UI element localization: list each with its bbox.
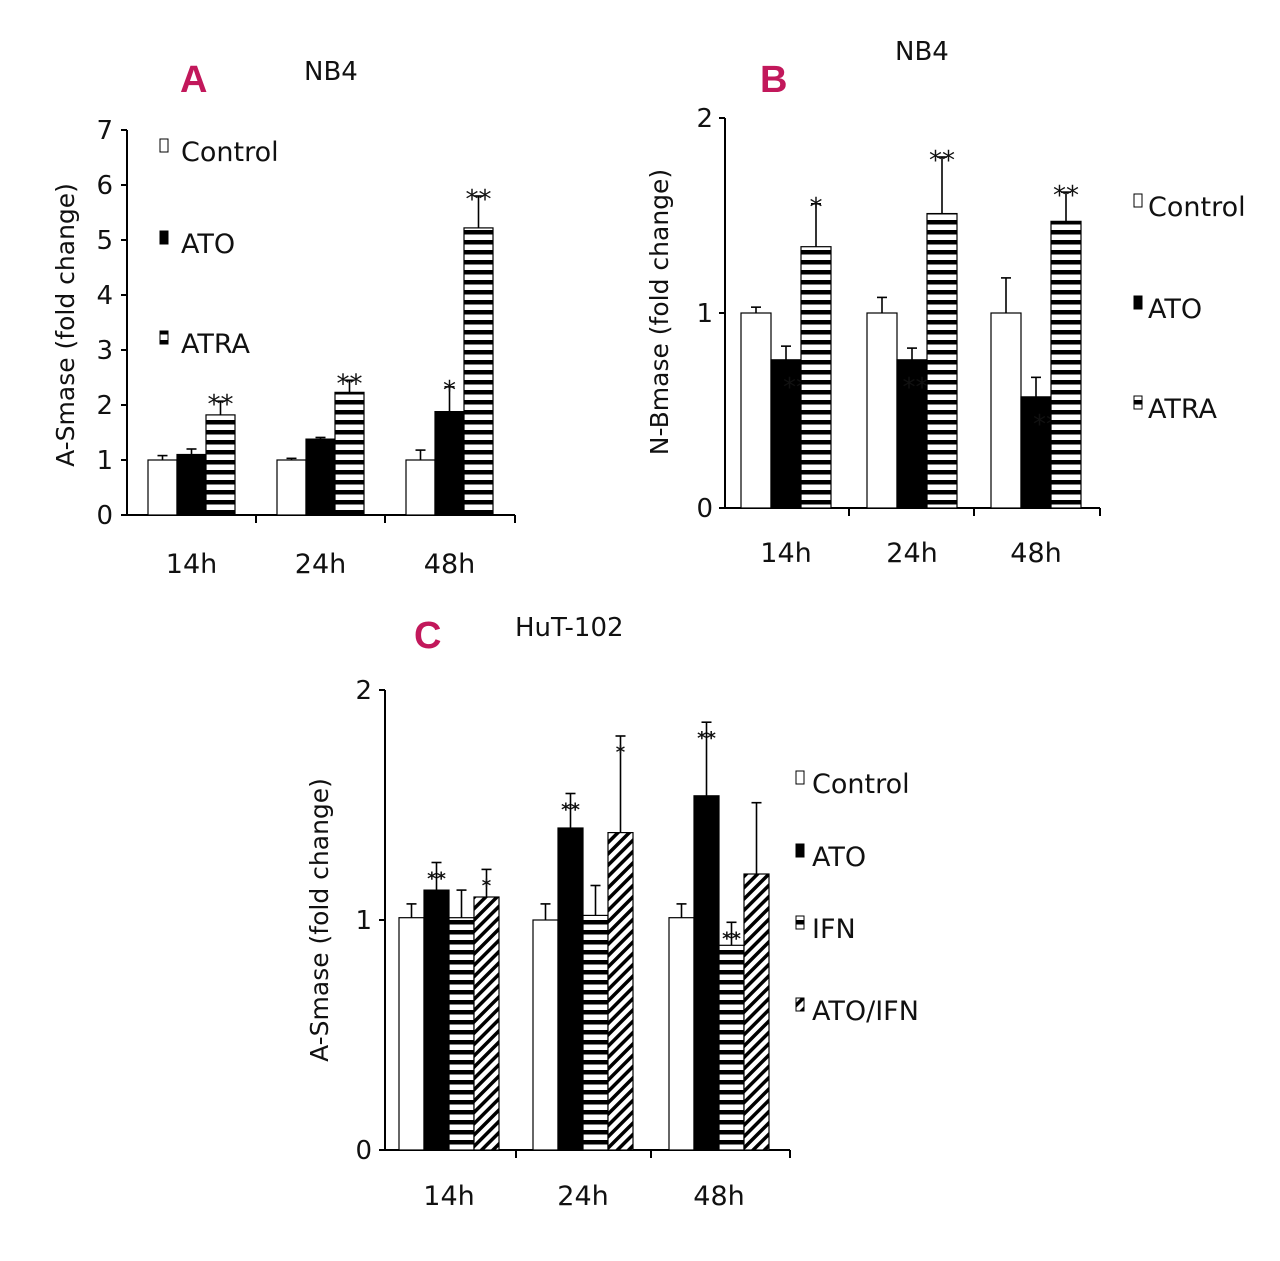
significance-marker: * — [443, 376, 456, 406]
legend-label: ATO/IFN — [812, 996, 919, 1027]
bar-atra — [463, 227, 494, 516]
bar-atra — [926, 212, 958, 509]
bar-atra — [1050, 220, 1082, 509]
bar-ifn — [718, 944, 745, 1151]
x-category-label: 14h — [760, 538, 811, 569]
y-tick-label: 0 — [96, 501, 113, 531]
bar-ato — [896, 359, 928, 509]
bar-atra — [334, 391, 365, 516]
chart-title: HuT-102 — [515, 613, 624, 643]
bar-atra — [205, 414, 236, 516]
bar-ifn — [582, 914, 609, 1151]
legend-label: Control — [812, 769, 910, 800]
y-tick-label: 7 — [96, 116, 113, 146]
bar-control — [398, 917, 425, 1151]
legend-label: Control — [181, 137, 279, 168]
legend-swatch — [1133, 395, 1143, 410]
bar-ato-ifn — [473, 896, 500, 1151]
x-category-label: 24h — [295, 549, 346, 580]
x-category-label: 48h — [424, 549, 475, 580]
significance-marker: ** — [1053, 181, 1079, 211]
y-tick-label: 1 — [355, 906, 372, 936]
bar-ato — [305, 438, 336, 516]
legend-swatch — [795, 915, 805, 930]
bar-ato — [770, 359, 802, 509]
bar-ato-ifn — [607, 831, 634, 1151]
bar-atra — [800, 246, 832, 509]
bar-control — [405, 459, 436, 516]
x-category-label: 48h — [1010, 538, 1061, 569]
legend-swatch — [159, 330, 169, 345]
x-category-label: 24h — [886, 538, 937, 569]
legend-swatch — [1133, 295, 1143, 310]
significance-marker: ** — [697, 728, 716, 749]
significance-marker: ** — [337, 369, 363, 399]
y-axis-label: A-Smase (fold change) — [51, 183, 80, 467]
bar-control — [532, 919, 559, 1151]
panel-label-b: B — [760, 59, 787, 101]
y-tick-label: 0 — [696, 494, 713, 524]
y-axis-label: A-Smase (fold change) — [305, 778, 334, 1062]
significance-marker: ** — [208, 390, 234, 420]
legend-swatch — [1133, 193, 1143, 208]
legend-label: ATO — [1148, 294, 1202, 325]
legend-swatch — [159, 138, 169, 153]
y-tick-label: 6 — [96, 171, 113, 201]
significance-marker: * — [482, 875, 492, 896]
y-tick-label: 0 — [355, 1136, 372, 1166]
significance-marker: ** — [929, 146, 955, 176]
legend-label: ATRA — [181, 329, 251, 360]
legend-label: IFN — [812, 914, 856, 945]
legend-swatch — [795, 843, 805, 858]
bar-control — [866, 312, 898, 509]
significance-marker: * — [810, 193, 823, 223]
bar-control — [276, 459, 307, 516]
chart-panel-c: C HuT-102 0 1 2 14h 24h 48h A-Smase (fold change… — [305, 613, 919, 1212]
chart-title: NB4 — [895, 37, 949, 67]
legend-label: ATRA — [1148, 394, 1218, 425]
significance-marker: ** — [561, 800, 580, 821]
x-category-label: 14h — [166, 549, 217, 580]
bar-ato — [557, 827, 584, 1151]
significance-marker: ** — [466, 185, 492, 215]
legend-label: ATO — [181, 229, 235, 260]
bar-control — [147, 459, 178, 516]
bar-control — [990, 312, 1022, 509]
y-tick-label: 1 — [696, 299, 713, 329]
bar-ato — [434, 411, 465, 516]
chart-title: NB4 — [304, 57, 358, 87]
bar-ifn — [448, 917, 475, 1151]
legend-swatch — [795, 997, 805, 1012]
x-category-label: 48h — [693, 1181, 744, 1212]
y-tick-label: 2 — [696, 104, 713, 134]
y-tick-label: 5 — [96, 226, 113, 256]
legend-swatch — [795, 770, 805, 785]
x-category-label: 14h — [423, 1181, 474, 1212]
bar-ato — [423, 889, 450, 1151]
y-tick-label: 3 — [96, 336, 113, 366]
chart-panel-a: A NB4 0 1 2 3 4 5 6 7 14h 24h 48h A-Smase (fold chang… — [51, 57, 516, 580]
x-category-label: 24h — [557, 1181, 608, 1212]
y-tick-label: 2 — [96, 391, 113, 421]
significance-marker: ** — [427, 869, 446, 890]
y-tick-label: 2 — [355, 676, 372, 706]
legend-label: ATO — [812, 842, 866, 873]
bar-ato — [1020, 396, 1052, 509]
significance-marker: * — [616, 742, 626, 763]
legend-label: Control — [1148, 192, 1246, 223]
bar-ato-ifn — [743, 873, 770, 1151]
bar-control — [740, 312, 772, 509]
panel-label-c: C — [414, 615, 441, 657]
significance-marker: ** — [722, 928, 741, 949]
panel-label-a: A — [180, 59, 207, 101]
bar-ato — [176, 453, 207, 516]
y-axis-label: N-Bmase (fold change) — [645, 169, 674, 455]
y-tick-label: 4 — [96, 281, 113, 311]
legend-swatch — [159, 230, 169, 245]
bar-control — [668, 917, 695, 1151]
bar-ato — [693, 795, 720, 1151]
y-tick-label: 1 — [96, 446, 113, 476]
